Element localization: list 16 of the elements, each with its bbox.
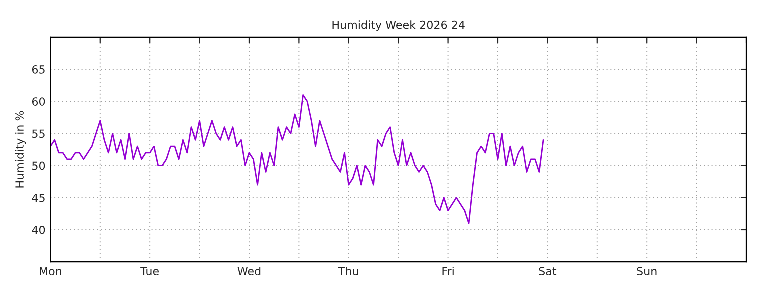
x-tick-label: Thu [338, 266, 358, 276]
x-tick-label: Sat [539, 267, 557, 276]
line-series [50, 94, 544, 224]
x-tick-label: Mon [40, 267, 62, 276]
y-axis-title: Humidity in % [15, 111, 26, 188]
y-tick-label: 65 [32, 66, 45, 74]
x-tick-label: Wed [238, 266, 261, 276]
y-tick-label: 60 [32, 98, 46, 106]
x-tick-label: Fri [442, 266, 454, 276]
y-tick-label: 40 [32, 226, 46, 234]
y-tick-label: 45 [32, 194, 45, 202]
y-tick-label: 50 [32, 162, 46, 170]
chart-title: Humidity Week 2026 24 [332, 20, 465, 32]
x-tick-label: Sun [637, 267, 657, 276]
x-tick-label: Tue [140, 267, 159, 276]
y-tick-label: 55 [32, 130, 45, 138]
